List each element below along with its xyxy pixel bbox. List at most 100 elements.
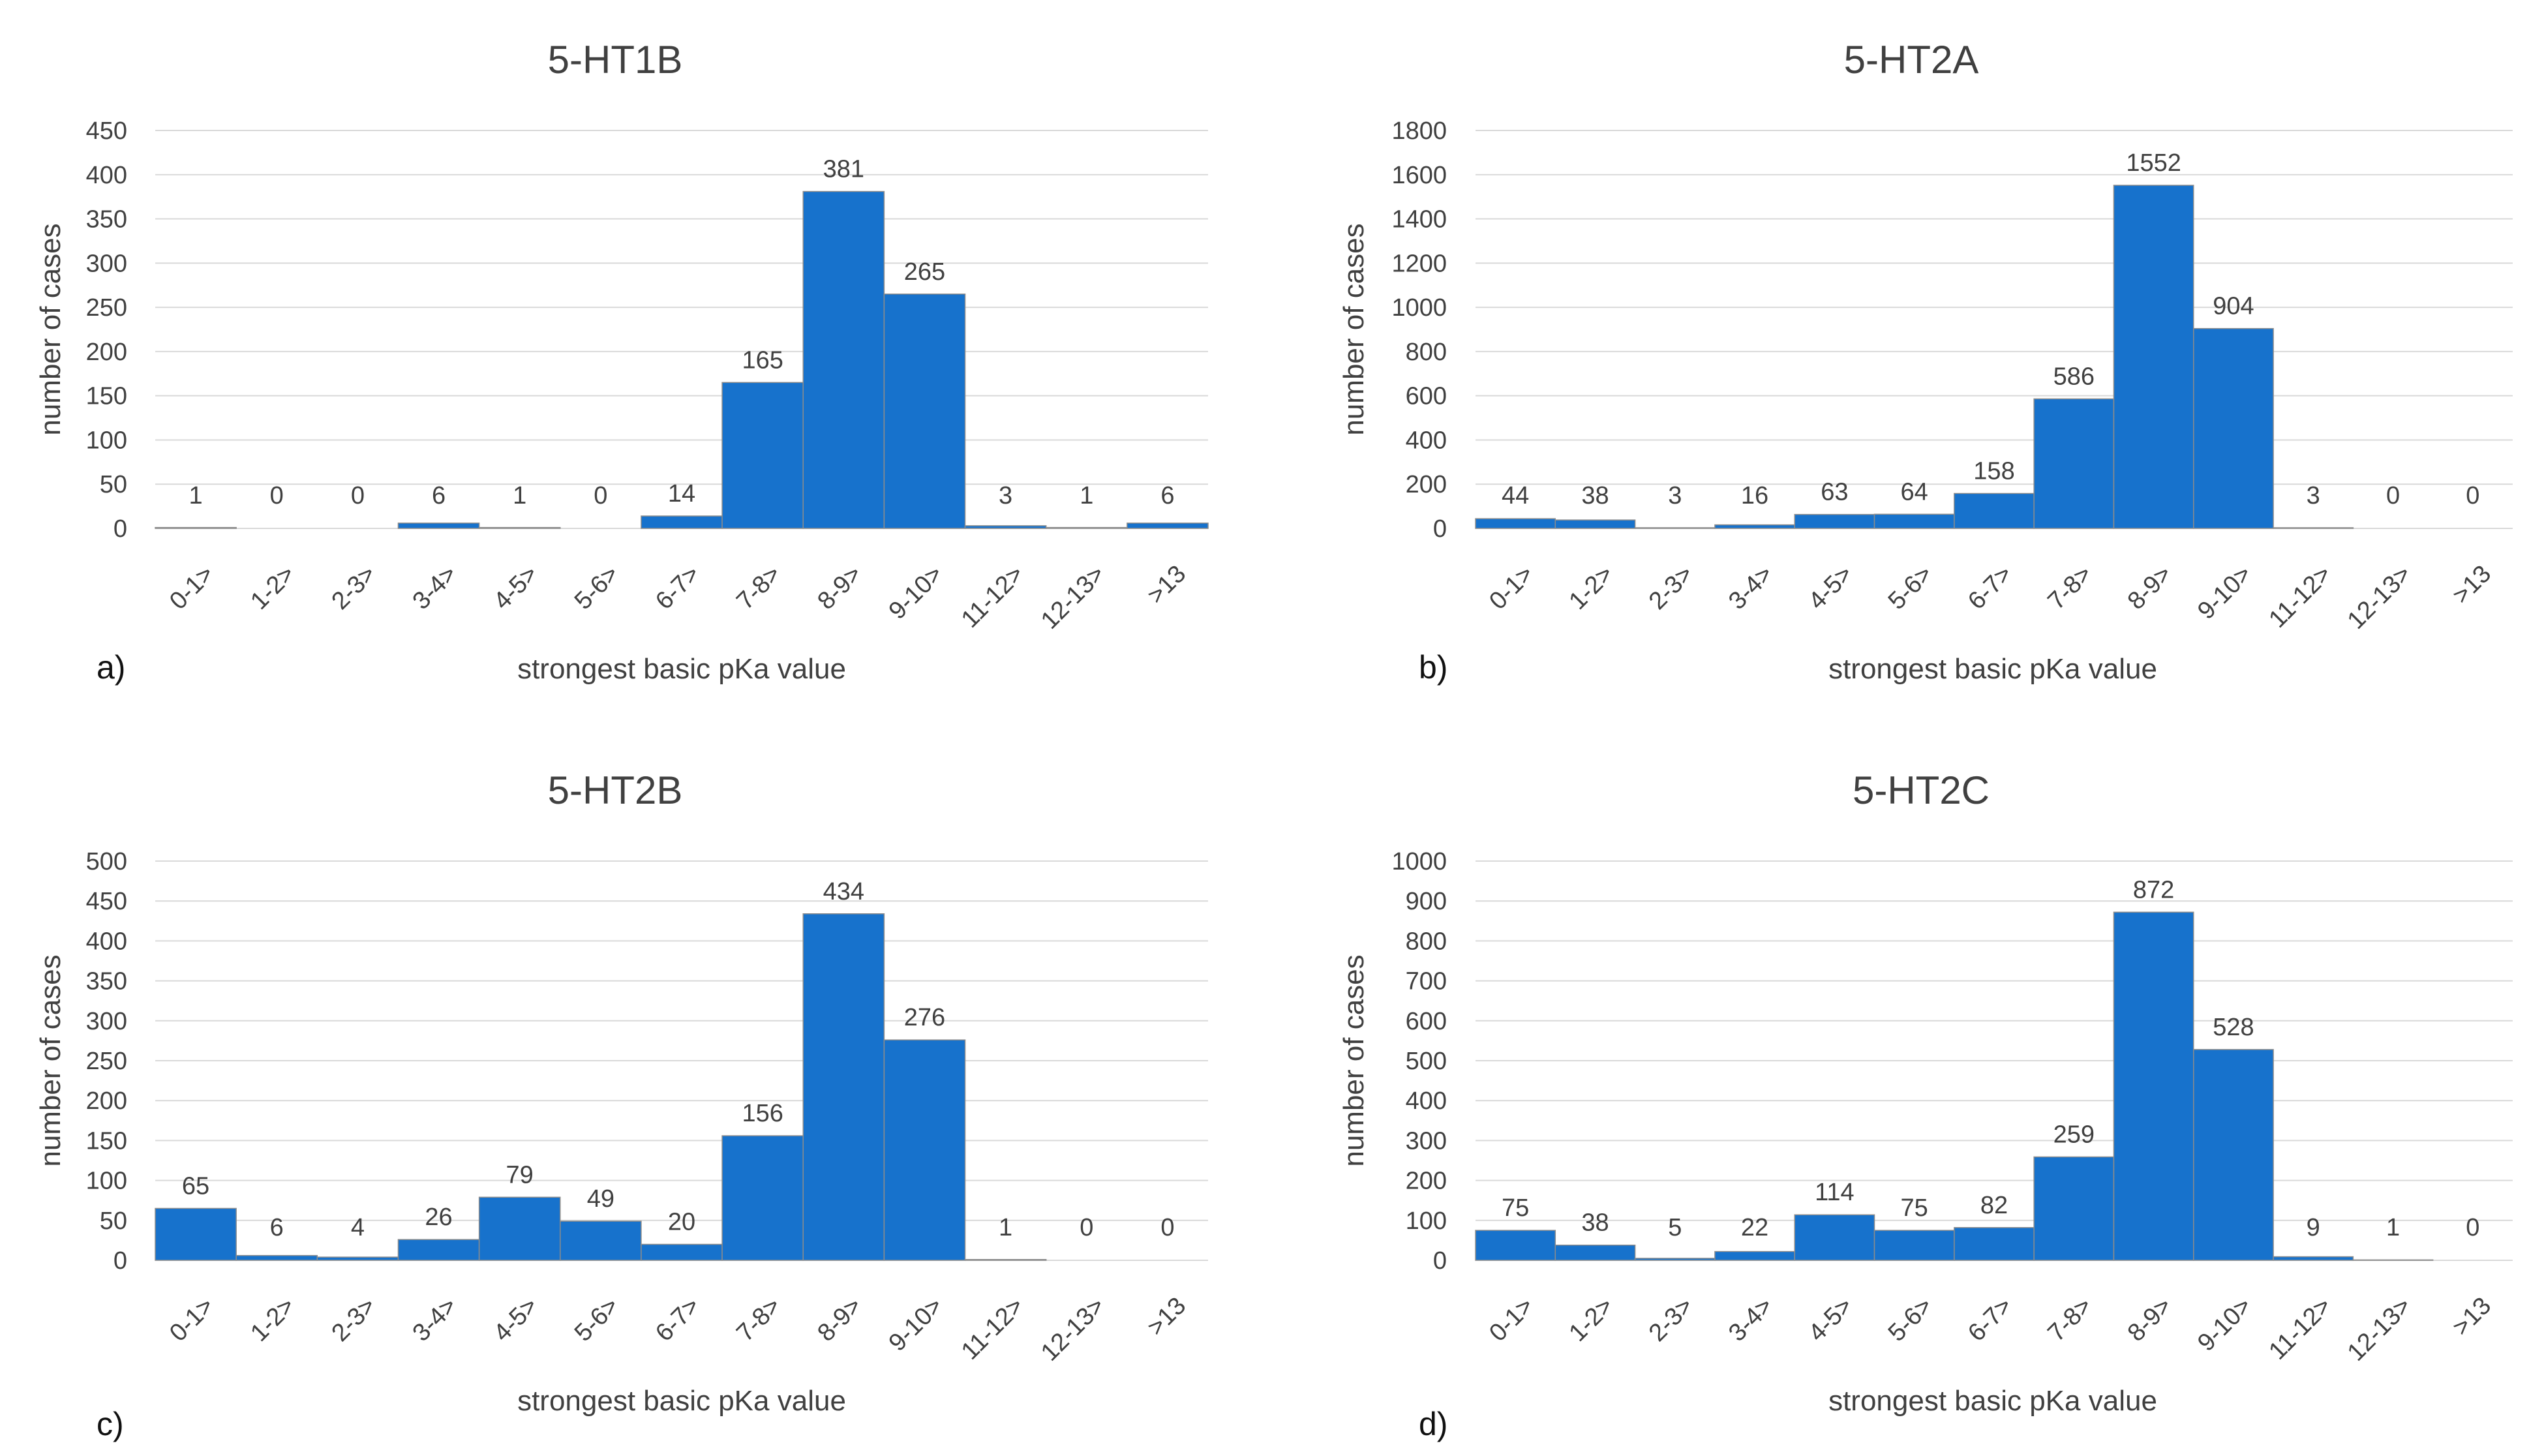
y-tick-label: 0 (114, 1247, 127, 1275)
data-label: 381 (823, 156, 864, 183)
x-axis-label: strongest basic pKa value (1828, 653, 2157, 685)
x-tick-label: 7-8> (2042, 560, 2097, 615)
bar (155, 1207, 237, 1261)
y-tick-label: 150 (86, 1127, 127, 1155)
data-label: 156 (742, 1100, 783, 1127)
y-tick-label: 0 (114, 515, 127, 543)
y-tick-label: 100 (1406, 1207, 1447, 1235)
data-label: 75 (1502, 1194, 1529, 1222)
bar (1794, 513, 1875, 529)
y-tick-label: 400 (1406, 427, 1447, 454)
x-tick-label: 5-6> (1883, 1292, 1938, 1347)
data-label: 1 (999, 1214, 1012, 1241)
data-label: 0 (1080, 1214, 1093, 1241)
y-tick-label: 1400 (1391, 206, 1447, 234)
data-label: 3 (999, 482, 1012, 509)
bar (641, 515, 723, 529)
x-tick-label: 3-4> (1723, 1292, 1778, 1347)
y-tick-label: 1200 (1391, 250, 1447, 277)
data-label: 6 (270, 1214, 284, 1241)
x-tick-label: 5-6> (569, 1292, 624, 1347)
data-label: 0 (270, 482, 284, 509)
y-tick-label: 300 (1406, 1127, 1447, 1155)
data-label: 114 (1815, 1179, 1855, 1206)
bar (1714, 524, 1795, 529)
bar (1954, 493, 2035, 529)
x-tick-label: 1-2> (245, 560, 300, 615)
y-tick-label: 600 (1406, 383, 1447, 410)
data-label: 1 (1080, 482, 1093, 509)
x-tick-label: 6-7> (1963, 560, 2018, 615)
chart-title: 5-HT1B (548, 38, 683, 82)
y-tick-label: 200 (1406, 1168, 1447, 1195)
x-tick-label: 3-4> (1723, 560, 1778, 615)
x-tick-label: 7-8> (731, 560, 786, 615)
bar (478, 1196, 561, 1261)
bar (235, 1254, 318, 1261)
data-label: 79 (506, 1161, 534, 1189)
bar (1954, 1227, 2035, 1261)
bar (2193, 327, 2274, 529)
y-tick-label: 250 (86, 294, 127, 322)
x-tick-label: 8-9> (812, 1292, 867, 1347)
y-tick-label: 100 (86, 427, 127, 454)
x-tick-label: 4-5> (1804, 560, 1858, 615)
data-label: 0 (1160, 1214, 1174, 1241)
bar (1554, 1244, 1636, 1261)
data-label: 16 (1741, 482, 1768, 509)
data-label: 158 (1973, 457, 2014, 485)
data-label: 1552 (2126, 149, 2181, 177)
x-tick-label: 7-8> (731, 1292, 786, 1347)
chart-panel-1: 0 50 100 150 200 250 300 350 400 450 1 0-1> 0 1-2> 0 2-… (35, 38, 1209, 686)
bar (1475, 518, 1556, 529)
data-label: 3 (1668, 482, 1682, 509)
data-label: 904 (2213, 293, 2254, 320)
panel-tag: b) (1419, 649, 1447, 686)
x-tick-label: 3-4> (408, 1292, 462, 1347)
x-tick-label: 9-10> (2192, 560, 2257, 625)
bar (2033, 1156, 2115, 1261)
x-tick-label: 5-6> (1883, 560, 1938, 615)
data-label: 44 (1502, 482, 1529, 509)
x-tick-label: 8-9> (2123, 560, 2177, 615)
bar (883, 294, 966, 529)
x-tick-label: 7-8> (2042, 1292, 2097, 1347)
x-tick-label: >13 (2447, 560, 2496, 609)
data-label: 0 (2466, 482, 2479, 509)
x-tick-label: 0-1> (164, 1292, 219, 1347)
y-tick-label: 1600 (1391, 162, 1447, 189)
y-tick-label: 800 (1406, 928, 1447, 955)
y-tick-label: 400 (86, 162, 127, 189)
data-label: 9 (2307, 1214, 2320, 1241)
panel-tag: d) (1419, 1406, 1447, 1442)
x-tick-label: 0-1> (1484, 1292, 1539, 1347)
data-label: 0 (2466, 1214, 2479, 1241)
bar (560, 1221, 642, 1261)
x-tick-label: 1-2> (1564, 560, 1619, 615)
y-tick-label: 0 (1433, 1247, 1447, 1275)
bar (2033, 398, 2115, 529)
bar (397, 1239, 480, 1261)
y-tick-label: 150 (86, 383, 127, 410)
bar (2273, 1256, 2354, 1261)
x-tick-label: 2-3> (327, 560, 382, 615)
y-axis-label: number of cases (35, 223, 67, 435)
y-tick-label: 1800 (1391, 117, 1447, 145)
x-tick-label: 4-5> (489, 560, 543, 615)
data-label: 528 (2213, 1014, 2254, 1041)
data-label: 1 (2386, 1214, 2400, 1241)
x-tick-label: 2-3> (327, 1292, 382, 1347)
chart-title: 5-HT2B (548, 768, 683, 812)
y-tick-label: 200 (1406, 471, 1447, 498)
x-tick-label: 6-7> (650, 1292, 705, 1347)
y-tick-label: 400 (86, 928, 127, 955)
x-tick-label: 0-1> (1484, 560, 1539, 615)
y-tick-label: 700 (1406, 968, 1447, 995)
y-tick-label: 350 (86, 206, 127, 234)
x-tick-label: 6-7> (650, 560, 705, 615)
bar (1873, 1230, 1955, 1261)
y-tick-label: 200 (86, 339, 127, 366)
data-label: 1 (513, 482, 526, 509)
x-axis-label: strongest basic pKa value (1828, 1385, 2157, 1417)
bar (1714, 1251, 1795, 1261)
